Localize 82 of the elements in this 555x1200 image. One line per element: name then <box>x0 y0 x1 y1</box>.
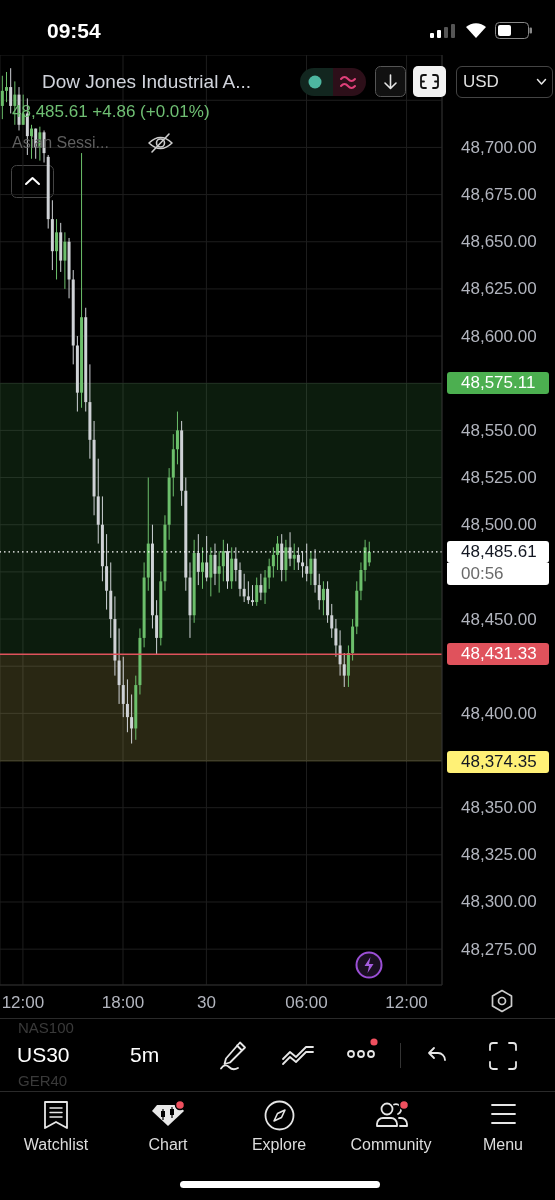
band-label: 48,374.35 <box>447 750 549 773</box>
candlestick <box>317 573 321 611</box>
candlestick <box>330 603 334 639</box>
y-tick-label: 48,675.00 <box>461 185 537 205</box>
candlestick <box>321 580 325 616</box>
candlestick <box>125 678 129 733</box>
candlestick <box>288 531 292 567</box>
y-tick-label: 48,625.00 <box>461 279 537 299</box>
candlestick <box>334 618 338 658</box>
text: Menu <box>482 1135 524 1155</box>
ref-line-label: 48,485.61 <box>447 540 549 563</box>
candlestick <box>221 539 225 582</box>
text: Explore <box>251 1135 307 1155</box>
y-tick-label: 48,600.00 <box>461 326 537 346</box>
y-tick-label: 48,350.00 <box>461 798 537 818</box>
candlestick <box>246 580 250 605</box>
text: USD <box>463 71 499 93</box>
candlestick <box>238 561 242 597</box>
candlestick <box>251 584 255 607</box>
candlestick <box>359 561 363 601</box>
candlestick <box>255 577 259 607</box>
candlestick <box>309 550 313 586</box>
x-tick-label: 30 <box>196 992 216 1012</box>
candlestick <box>213 543 217 586</box>
text: Community <box>350 1135 432 1155</box>
candlestick <box>338 629 342 677</box>
y-tick-label: 48,300.00 <box>461 892 537 912</box>
text: Dow Jones Industrial A... <box>42 70 252 94</box>
candlestick <box>9 67 13 114</box>
y-tick-label: 48,450.00 <box>461 609 537 629</box>
candlestick <box>296 546 300 571</box>
candlestick <box>217 550 221 594</box>
text: US30 <box>17 1042 70 1068</box>
candlestick <box>230 546 234 590</box>
y-tick-label: 48,400.00 <box>461 703 537 723</box>
y-tick-label: 48,550.00 <box>461 420 537 440</box>
candlestick <box>284 539 288 582</box>
y-tick-label: 48,275.00 <box>461 939 537 959</box>
text: Chart <box>148 1135 188 1155</box>
y-tick-label: 48,525.00 <box>461 468 537 488</box>
y-tick-label: 48,325.00 <box>461 845 537 865</box>
candlestick <box>259 573 263 601</box>
candlestick <box>271 546 275 579</box>
candlestick <box>209 546 213 597</box>
candlestick <box>363 539 367 582</box>
candlestick <box>267 558 271 590</box>
x-tick-label: 18:00 <box>101 992 145 1012</box>
price-tag: 00:56 <box>447 563 549 585</box>
x-tick-label: 12:00 <box>385 992 428 1012</box>
y-tick-label: 48,650.00 <box>461 232 537 252</box>
candlestick <box>263 569 267 605</box>
text: NAS100 <box>18 1019 74 1037</box>
candlestick <box>5 71 8 103</box>
candlestick <box>367 541 371 567</box>
y-tick-label: 48,700.00 <box>461 137 537 157</box>
candlestick <box>276 535 280 571</box>
candlestick <box>155 599 159 656</box>
text: Watchlist <box>23 1135 89 1155</box>
candlestick <box>196 533 200 586</box>
text: 5m <box>130 1042 160 1068</box>
candlestick <box>205 535 209 582</box>
candlestick <box>63 231 67 290</box>
candlestick <box>175 411 179 465</box>
candlestick <box>234 546 238 582</box>
text: 09:54 <box>47 18 101 44</box>
candlestick <box>305 543 309 582</box>
band-label: 48,575.11 <box>447 372 549 395</box>
candlestick <box>200 546 204 590</box>
y-tick-label: 48,500.00 <box>461 515 537 535</box>
candlestick <box>55 218 59 280</box>
candlestick <box>0 75 4 120</box>
ref-line-label: 48,431.33 <box>447 643 549 666</box>
candlestick <box>130 693 134 745</box>
candlestick <box>346 644 350 688</box>
x-tick-label: 06:00 <box>285 992 328 1012</box>
candlestick <box>242 573 246 603</box>
x-tick-label: 12:00 <box>1 992 45 1012</box>
candlestick <box>121 656 125 718</box>
candlestick <box>292 543 296 571</box>
candlestick <box>301 550 305 579</box>
text: GER40 <box>18 1072 68 1090</box>
candlestick <box>342 652 346 688</box>
